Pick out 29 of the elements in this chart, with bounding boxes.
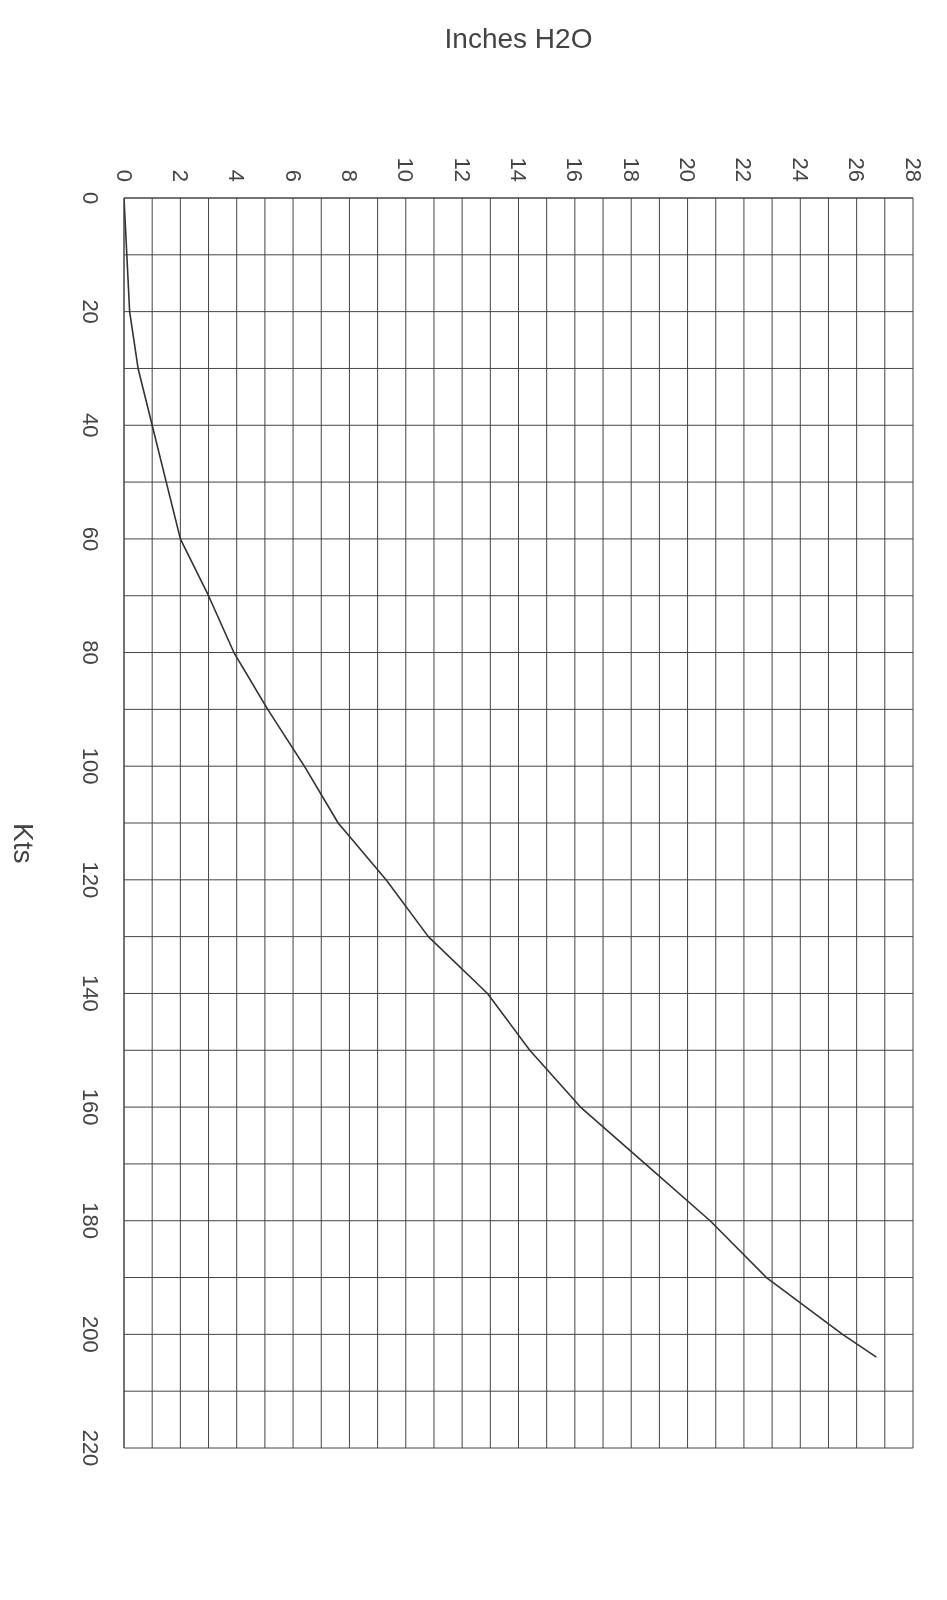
x-tick-label: 18 [618,157,644,182]
x-tick-label: 0 [111,169,137,182]
y-tick-label: 180 [77,1202,103,1240]
x-tick-label: 24 [787,157,813,182]
y-tick-label: 80 [77,640,103,665]
y-tick-label: 120 [77,861,103,899]
x-tick-label: 4 [224,169,250,182]
y-tick-label: 100 [77,747,103,785]
x-tick-label: 10 [393,157,419,182]
y-tick-label: 200 [77,1316,103,1353]
x-tick-label: 8 [336,169,362,182]
x-tick-label: 6 [280,169,306,182]
x-tick-label: 20 [675,157,701,182]
y-tick-label: 160 [77,1088,103,1126]
x-tick-label: 12 [449,157,475,182]
y-tick-label: 140 [77,975,103,1012]
x-tick-label: 14 [506,157,531,182]
x-tick-label: 28 [900,157,926,182]
y-tick-label: 20 [77,299,103,324]
x-tick-label: 16 [562,157,588,182]
y-axis-title: Kts [8,823,40,864]
x-tick-label: 2 [167,169,193,182]
y-tick-label: 40 [77,413,103,438]
y-tick-label: 60 [77,526,103,552]
x-axis-title: Inches H2O [444,22,593,54]
y-tick-label: 220 [77,1429,103,1467]
y-tick-label: 0 [77,191,103,205]
x-tick-label: 22 [731,157,757,182]
x-tick-label: 26 [844,157,870,182]
